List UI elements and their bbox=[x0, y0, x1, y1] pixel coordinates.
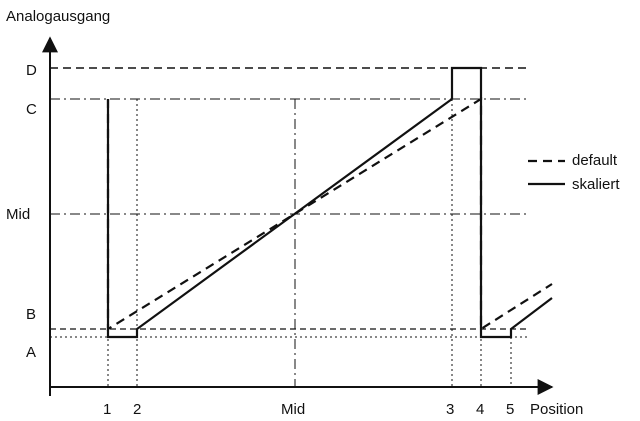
y-tick-c: C bbox=[26, 101, 37, 118]
x-tick-4: 4 bbox=[476, 401, 484, 418]
x-tick-3: 3 bbox=[446, 401, 454, 418]
legend: default skaliert bbox=[528, 152, 620, 193]
legend-default-label: default bbox=[572, 152, 618, 169]
y-tick-a: A bbox=[26, 344, 36, 361]
y-tick-d: D bbox=[26, 62, 37, 79]
y-axis-title: Analogausgang bbox=[6, 8, 110, 25]
y-tick-mid: Mid bbox=[6, 206, 30, 223]
x-axis-title: Position bbox=[530, 401, 583, 418]
scaled-curve bbox=[106, 66, 553, 339]
x-tick-1: 1 bbox=[103, 401, 111, 418]
legend-scaled-label: skaliert bbox=[572, 176, 620, 193]
y-tick-b: B bbox=[26, 306, 36, 323]
x-tick-5: 5 bbox=[506, 401, 514, 418]
x-tick-mid: Mid bbox=[281, 401, 305, 418]
x-tick-2: 2 bbox=[133, 401, 141, 418]
